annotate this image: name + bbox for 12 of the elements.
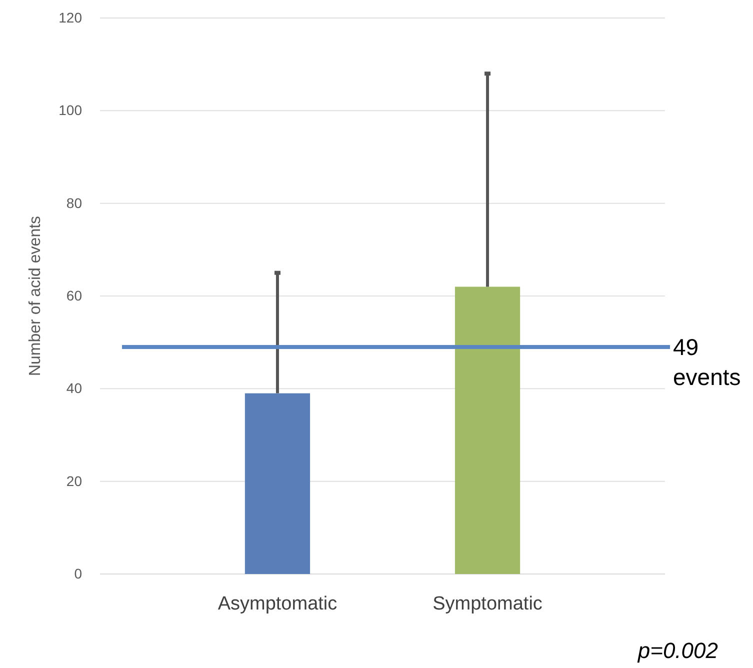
- x-tick-label: Asymptomatic: [218, 593, 338, 614]
- y-tick-label: 120: [58, 9, 82, 26]
- text: p=0.002: [636, 638, 718, 663]
- y-axis-title: Number of acid events: [27, 216, 44, 376]
- y-tick-label: 40: [66, 380, 82, 396]
- x-tick-label: Symptomatic: [432, 593, 542, 614]
- y-tick-label: 20: [66, 472, 82, 489]
- y-tick-label: 100: [58, 102, 82, 118]
- y-tick-label: 60: [66, 287, 82, 304]
- ref-line-label: 49 events: [673, 334, 741, 390]
- y-tick-label: 0: [74, 565, 82, 582]
- y-tick-label: 80: [66, 194, 82, 211]
